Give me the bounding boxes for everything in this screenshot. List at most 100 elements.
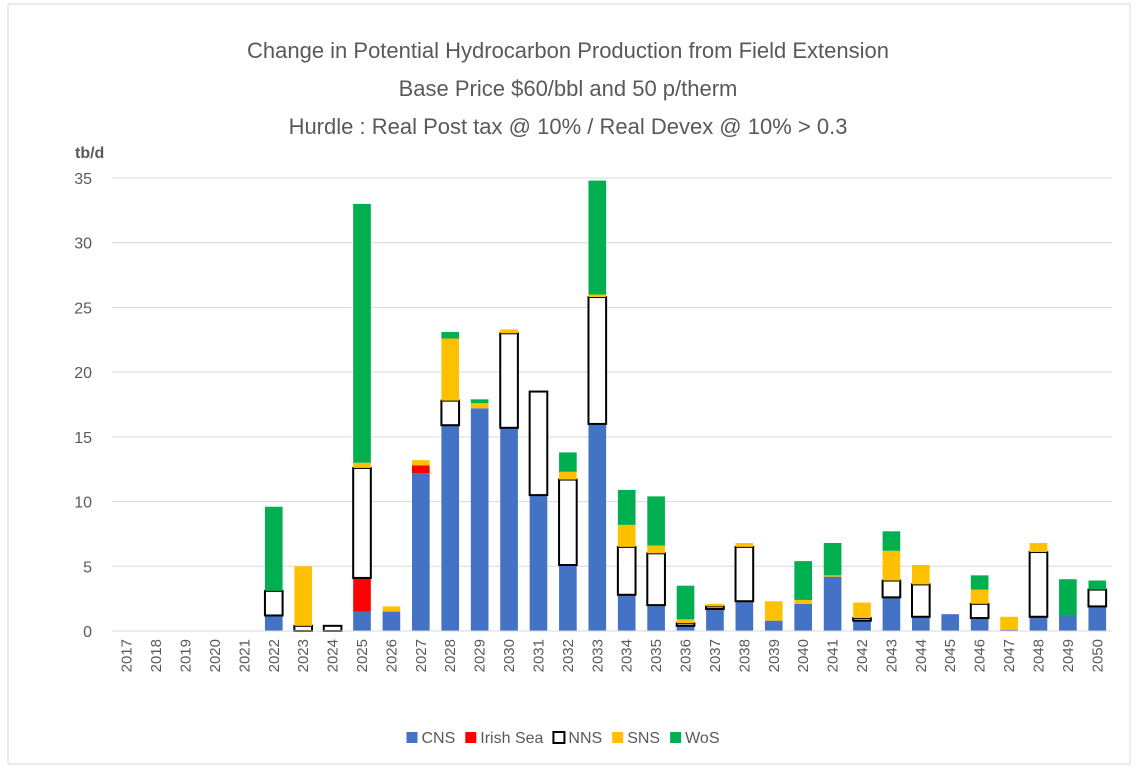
bar-segment	[1059, 579, 1077, 616]
x-tick-label: 2034	[619, 639, 636, 672]
bar-segment	[353, 462, 371, 468]
bar-segment	[587, 296, 608, 425]
x-tick-label: 2025	[354, 639, 371, 672]
x-tick-label: 2050	[1089, 639, 1106, 672]
chart-title: Hurdle : Real Post tax @ 10% / Real Deve…	[289, 114, 848, 139]
bar-segment	[617, 524, 636, 547]
bar-segment	[440, 399, 461, 427]
bar-segment	[675, 622, 696, 627]
x-tick-label: 2045	[942, 639, 959, 672]
bar-segment	[853, 602, 871, 619]
y-tick-label: 10	[74, 495, 92, 512]
bar-segment	[470, 408, 489, 631]
bar-segment	[1029, 542, 1048, 553]
bar-segment	[853, 620, 871, 631]
bar-segment	[559, 564, 577, 631]
bar-segment	[441, 332, 460, 339]
bar-segment	[764, 601, 783, 621]
bar-segment	[1000, 629, 1018, 631]
x-tick-label: 2017	[119, 639, 136, 672]
bar-segment	[500, 329, 518, 334]
bar-segment	[559, 452, 577, 472]
y-tick-label: 0	[83, 624, 92, 641]
x-tick-label: 2048	[1030, 639, 1047, 672]
x-tick-label: 2026	[383, 639, 400, 672]
bar-segment	[970, 618, 989, 631]
bar-segment	[470, 403, 489, 409]
bar-segment	[647, 545, 665, 554]
x-tick-label: 2032	[560, 639, 577, 672]
x-tick-label: 2037	[707, 639, 724, 672]
bar-segment	[500, 427, 518, 631]
bar-segment	[646, 552, 666, 607]
x-tick-label: 2018	[148, 639, 165, 672]
bar-segment	[852, 617, 872, 622]
bar-segment	[882, 597, 901, 631]
x-tick-label: 2041	[825, 639, 842, 672]
bar-segment	[882, 531, 901, 551]
bar-segment	[353, 611, 371, 631]
bar-segment	[706, 603, 724, 607]
x-tick-label: 2043	[883, 639, 900, 672]
bar-segment	[470, 399, 489, 404]
x-tick-label: 2042	[854, 639, 871, 672]
y-tick-label: 20	[74, 365, 92, 382]
bar-segment	[617, 594, 636, 631]
x-tick-label: 2023	[295, 639, 312, 672]
x-tick-label: 2038	[736, 639, 753, 672]
bar-segment	[970, 575, 989, 590]
bar-segment	[588, 423, 607, 631]
chart-title: Base Price $60/bbl and 50 p/therm	[399, 76, 738, 101]
bar-segment	[1087, 588, 1108, 608]
bar-segment	[912, 616, 930, 631]
x-tick-label: 2030	[501, 639, 518, 672]
bar-segment	[676, 625, 695, 631]
bar-segment	[322, 624, 343, 633]
y-tick-label: 15	[74, 430, 92, 447]
bar-segment	[264, 506, 283, 591]
bar-segment	[353, 203, 371, 463]
bar-segment	[969, 602, 990, 620]
legend-label: NNS	[568, 730, 602, 747]
bar-segment	[970, 589, 989, 604]
x-tick-label: 2024	[325, 639, 342, 672]
bar-segment	[823, 575, 842, 577]
bar-segment	[734, 545, 755, 603]
bar-segment	[1000, 616, 1018, 630]
bar-segment	[353, 577, 371, 612]
x-tick-label: 2022	[266, 639, 283, 672]
x-tick-label: 2040	[795, 639, 812, 672]
bar-segment	[882, 550, 901, 581]
x-tick-label: 2020	[207, 639, 224, 672]
bar-segment	[1029, 616, 1048, 631]
x-tick-label: 2031	[530, 639, 547, 672]
bar-segment	[764, 620, 783, 631]
bar-segment	[706, 608, 724, 631]
bar-segment	[263, 589, 284, 617]
bar-segment	[912, 564, 930, 585]
x-tick-label: 2039	[766, 639, 783, 672]
bar-segment	[412, 473, 430, 631]
bar-segment	[735, 601, 754, 631]
bar-segment	[529, 495, 548, 631]
x-tick-label: 2021	[236, 639, 253, 672]
bar-segment	[647, 605, 665, 631]
chart-frame	[7, 3, 1131, 765]
bar-segment	[617, 489, 636, 525]
x-tick-label: 2033	[589, 639, 606, 672]
bar-segment	[559, 471, 577, 480]
bar-segment	[1088, 606, 1107, 631]
bar-segment	[499, 332, 519, 429]
y-tick-label: 30	[74, 236, 92, 253]
bar-segment	[735, 542, 754, 547]
bar-segment	[294, 566, 312, 626]
y-tick-label: 5	[83, 559, 92, 576]
x-tick-label: 2027	[413, 639, 430, 672]
bar-segment	[705, 605, 725, 610]
legend-swatch	[406, 732, 418, 743]
bar-segment	[441, 338, 460, 401]
bar-segment	[616, 545, 637, 596]
bar-segment	[676, 619, 695, 624]
legend-swatch	[552, 731, 566, 744]
